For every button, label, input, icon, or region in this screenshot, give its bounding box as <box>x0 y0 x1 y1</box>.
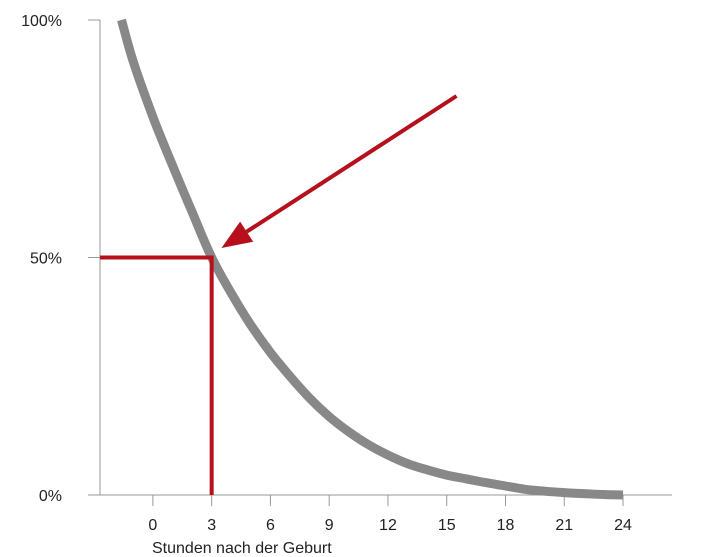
pointer-arrow-head <box>221 221 254 248</box>
x-axis-title: Stunden nach der Geburt <box>152 540 332 557</box>
pointer-arrow-shaft <box>245 94 458 234</box>
x-tick-label: 9 <box>325 517 334 534</box>
y-tick-label: 0% <box>39 488 62 505</box>
x-tick-label: 21 <box>555 517 573 534</box>
x-tick-label: 15 <box>438 517 456 534</box>
decay-curve <box>117 18 624 500</box>
x-ticks: 0 3 6 9 12 15 18 21 24 <box>148 495 632 534</box>
annotation-layer <box>100 94 458 495</box>
x-tick-label: 0 <box>148 517 157 534</box>
series-layer <box>117 18 624 500</box>
x-tick-label: 12 <box>379 517 397 534</box>
y-tick-label: 50% <box>30 251 62 268</box>
x-tick-label: 3 <box>207 517 216 534</box>
y-ticks: 0% 50% 100% <box>21 13 100 505</box>
x-tick-label: 6 <box>266 517 275 534</box>
x-tick-label: 24 <box>614 517 632 534</box>
halflife-guide-lines <box>100 255 214 495</box>
x-tick-label: 18 <box>497 517 515 534</box>
y-tick-label: 100% <box>21 13 62 30</box>
